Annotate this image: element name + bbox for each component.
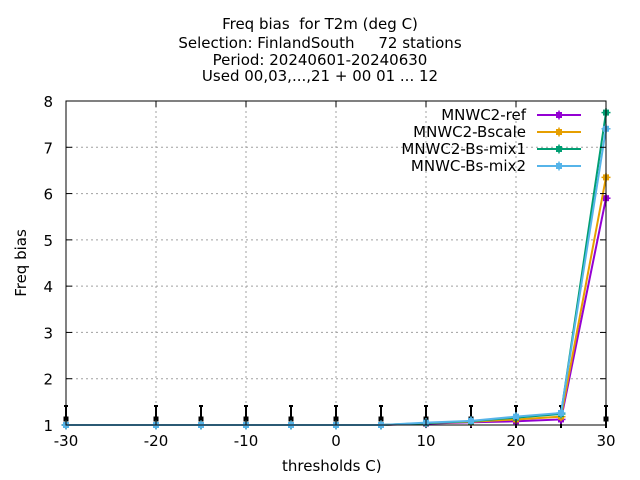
y-tick-label: 8 xyxy=(43,93,53,111)
chart-title-line-2: Selection: FinlandSouth 72 stations xyxy=(178,34,462,52)
legend-item: MNWC-Bs-mix2 xyxy=(411,157,581,175)
legend-label: MNWC-Bs-mix2 xyxy=(411,157,526,175)
y-tick-label: 7 xyxy=(43,139,53,157)
chart-title-line-4: Used 00,03,...,21 + 00 01 ... 12 xyxy=(201,67,439,85)
legend-marker xyxy=(554,110,564,120)
y-tick-label: 1 xyxy=(43,417,53,435)
x-tick-label: -30 xyxy=(54,432,79,450)
legend-item: MNWC2-Bs-mix1 xyxy=(401,140,581,158)
x-tick-label: 20 xyxy=(506,432,525,450)
y-axis-label: Freq bias xyxy=(12,229,30,297)
legend-item: MNWC2-Bscale xyxy=(413,123,581,141)
x-tick-label: 0 xyxy=(331,432,341,450)
legend-label: MNWC2-Bs-mix1 xyxy=(401,140,526,158)
chart-title-line-1: Freq bias for T2m (deg C) xyxy=(222,15,418,33)
y-tick-label: 5 xyxy=(43,232,53,250)
y-tick-label: 2 xyxy=(43,371,53,389)
error-bar-point xyxy=(378,416,384,422)
x-tick-label: -10 xyxy=(234,432,259,450)
legend-marker xyxy=(554,127,564,137)
legend-marker xyxy=(554,144,564,154)
legend: MNWC2-refMNWC2-BscaleMNWC2-Bs-mix1MNWC-B… xyxy=(401,106,581,175)
x-tick-label: 30 xyxy=(596,432,615,450)
x-tick-label: 10 xyxy=(416,432,435,450)
legend-item: MNWC2-ref xyxy=(441,106,581,124)
x-tick-label: -20 xyxy=(144,432,169,450)
chart-title-line-3: Period: 20240601-20240630 xyxy=(212,51,428,69)
legend-label: MNWC2-ref xyxy=(441,106,526,124)
y-tick-label: 4 xyxy=(43,278,53,296)
data-point xyxy=(466,416,476,426)
x-axis-label: thresholds C) xyxy=(282,457,382,475)
error-bar-point xyxy=(288,416,294,422)
error-bar-point xyxy=(198,416,204,422)
grid-layer xyxy=(66,101,606,425)
data-point xyxy=(556,408,566,418)
legend-marker xyxy=(554,161,564,171)
y-tick-label: 3 xyxy=(43,324,53,342)
legend-label: MNWC2-Bscale xyxy=(413,123,526,141)
y-tick-label: 6 xyxy=(43,186,53,204)
tick-layer: -30 -20 -10 0 10 20 30 1 2 3 4 5 6 7 8 xyxy=(43,93,615,450)
